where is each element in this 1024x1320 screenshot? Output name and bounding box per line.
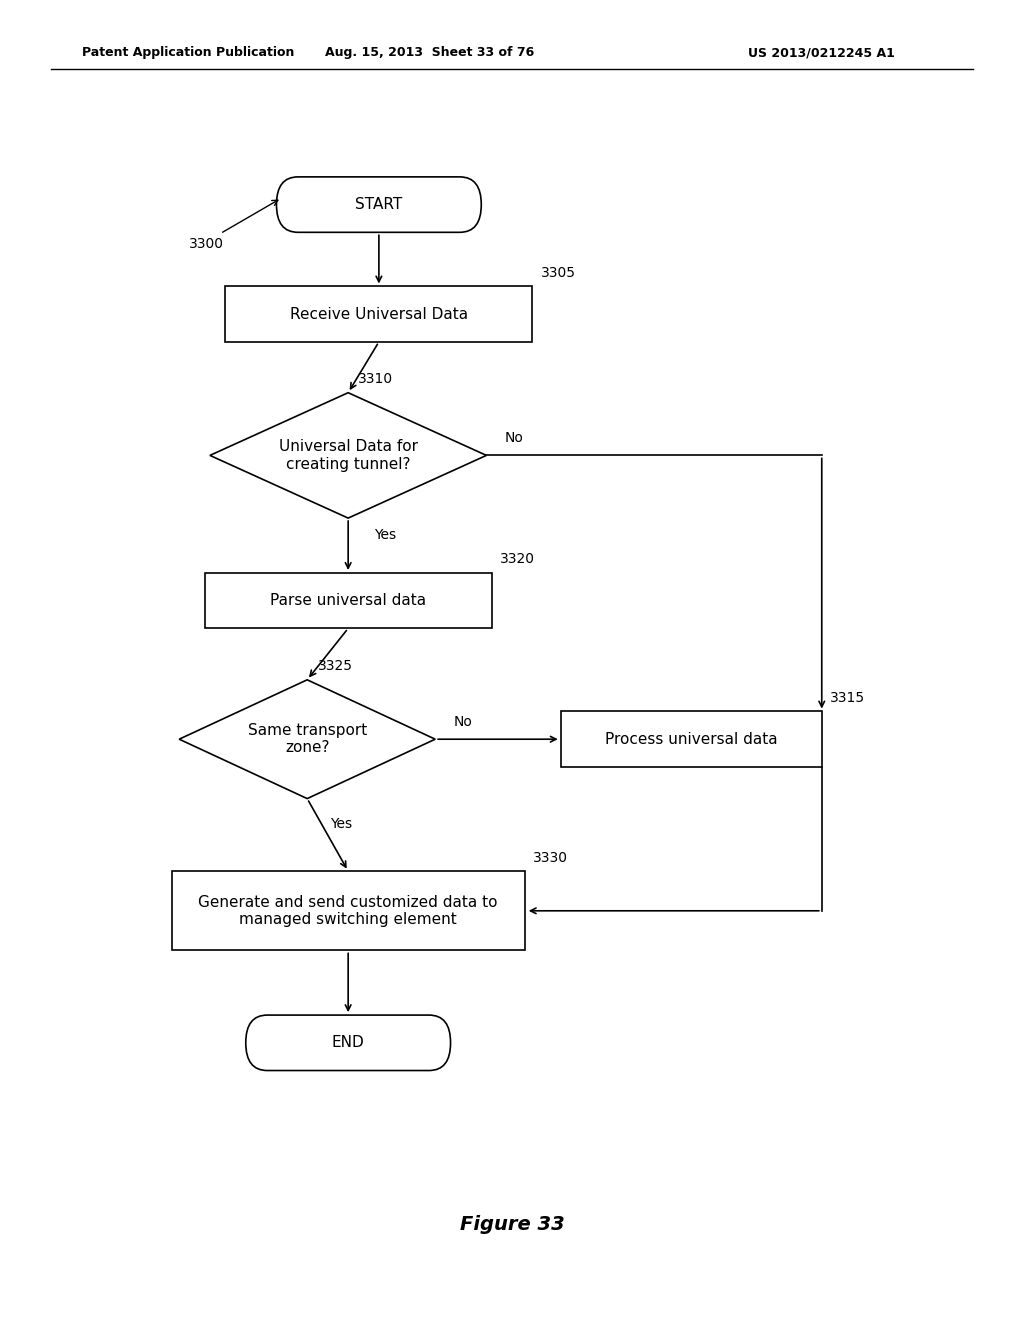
- Text: 3305: 3305: [541, 265, 575, 280]
- Text: 3320: 3320: [500, 552, 535, 566]
- Bar: [225, 286, 532, 342]
- FancyBboxPatch shape: [246, 1015, 451, 1071]
- Text: 3300: 3300: [189, 238, 224, 251]
- Text: Yes: Yes: [330, 817, 352, 832]
- Text: Process universal data: Process universal data: [605, 731, 777, 747]
- Polygon shape: [179, 680, 435, 799]
- Text: Same transport
zone?: Same transport zone?: [248, 723, 367, 755]
- Text: Aug. 15, 2013  Sheet 33 of 76: Aug. 15, 2013 Sheet 33 of 76: [326, 46, 535, 59]
- Bar: [205, 573, 492, 628]
- Text: START: START: [355, 197, 402, 213]
- Text: 3325: 3325: [317, 659, 352, 673]
- Text: END: END: [332, 1035, 365, 1051]
- Text: Receive Universal Data: Receive Universal Data: [290, 306, 468, 322]
- Bar: [172, 871, 524, 950]
- Text: 3310: 3310: [358, 372, 393, 385]
- Text: No: No: [505, 432, 523, 445]
- Text: 3330: 3330: [532, 850, 568, 865]
- Text: Patent Application Publication: Patent Application Publication: [82, 46, 294, 59]
- Text: Parse universal data: Parse universal data: [270, 593, 426, 609]
- Text: Generate and send customized data to
managed switching element: Generate and send customized data to man…: [199, 895, 498, 927]
- FancyBboxPatch shape: [276, 177, 481, 232]
- Text: Universal Data for
creating tunnel?: Universal Data for creating tunnel?: [279, 440, 418, 471]
- Text: Figure 33: Figure 33: [460, 1216, 564, 1234]
- Text: No: No: [454, 715, 472, 729]
- Polygon shape: [210, 393, 486, 517]
- Text: US 2013/0212245 A1: US 2013/0212245 A1: [748, 46, 894, 59]
- Text: Yes: Yes: [374, 528, 396, 543]
- Bar: [561, 711, 822, 767]
- Text: 3315: 3315: [829, 690, 865, 705]
